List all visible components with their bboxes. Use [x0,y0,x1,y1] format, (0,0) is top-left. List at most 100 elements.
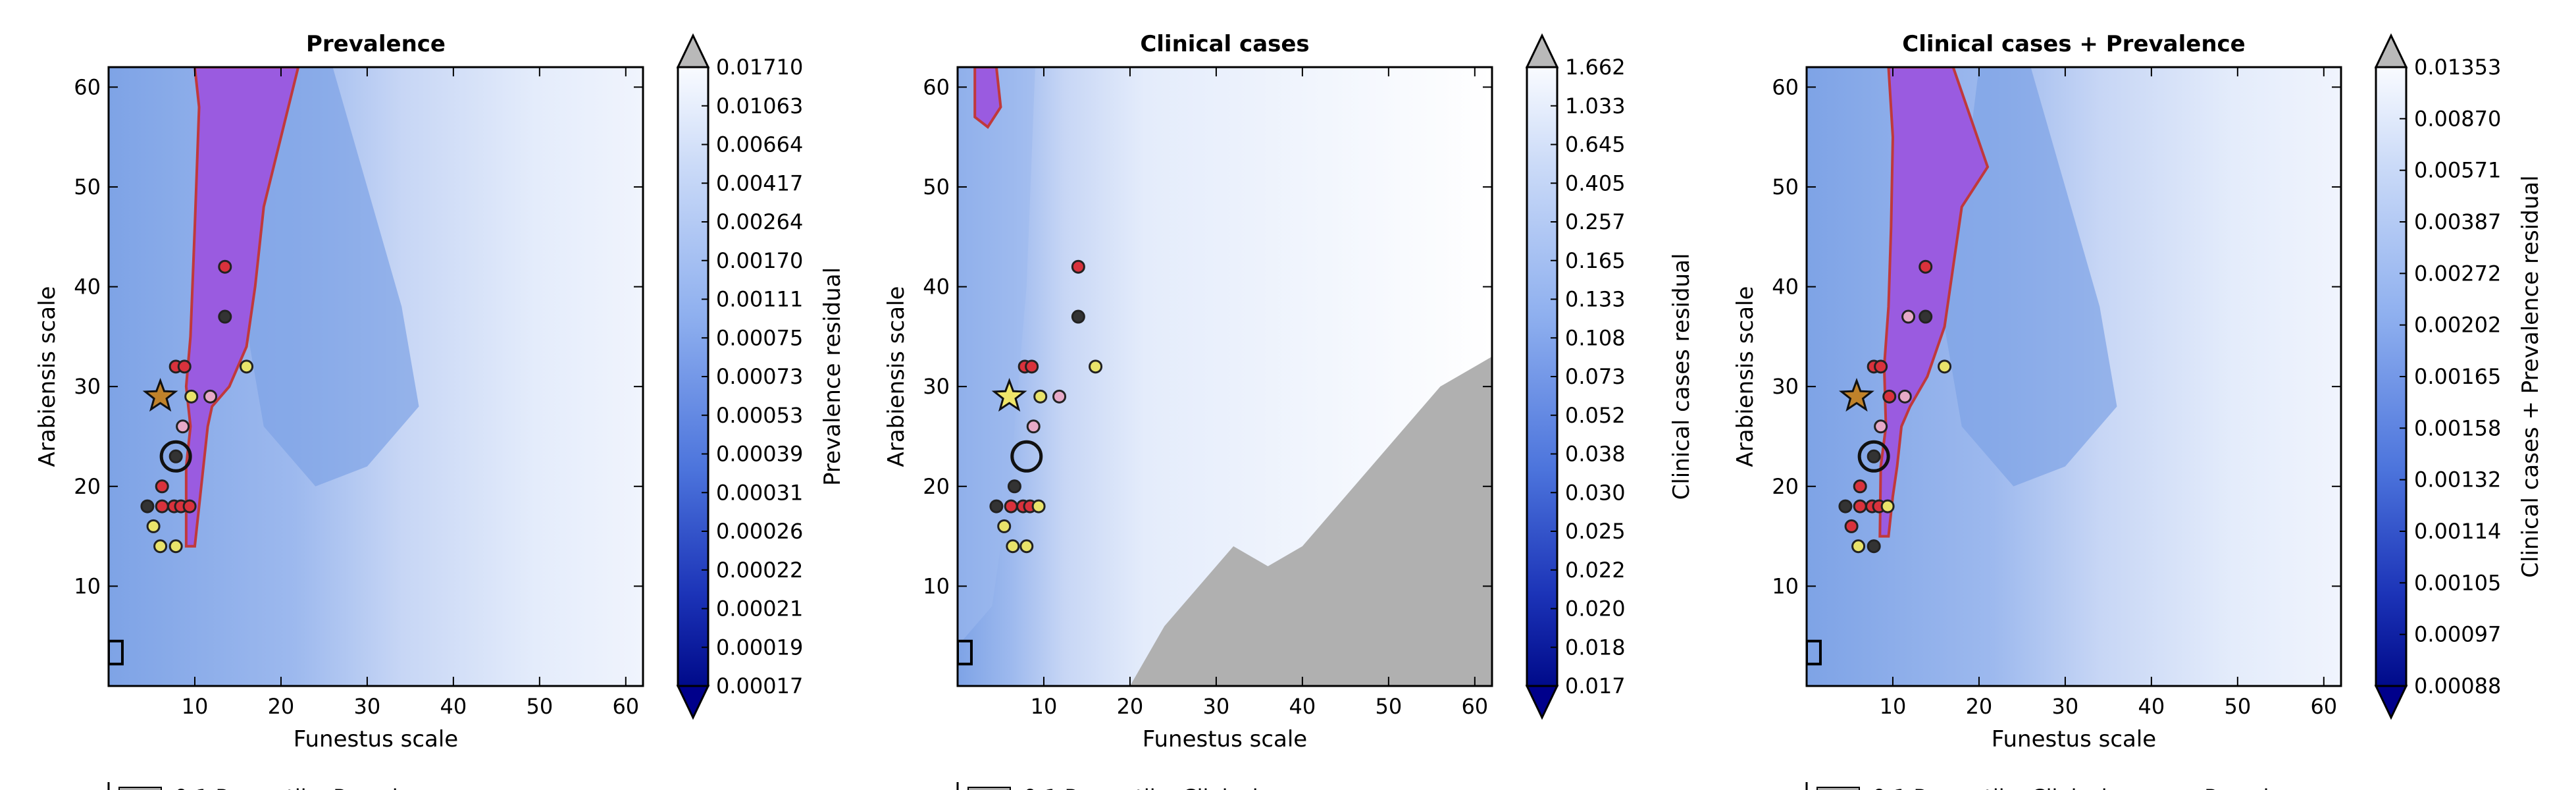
colorbar-tick-label: 0.00664 [716,132,803,157]
colorbar-tick-label: 0.01063 [716,93,803,118]
x-tick-label: 20 [1117,694,1144,719]
data-point [1033,389,1048,404]
x-tick-label: 20 [1966,694,1993,719]
colorbar-tick-label: 0.00017 [716,673,803,698]
data-point [1867,449,1881,463]
data-point [1880,499,1895,514]
colorbar-extend-min [2374,685,2408,720]
colorbar-tick-label: 0.00417 [716,171,803,196]
y-tick-label: 50 [74,174,101,199]
colorbar-tick-label: 0.00132 [2414,467,2501,492]
star-marker [142,377,178,412]
y-tick-label: 30 [1772,374,1799,399]
colorbar-tick-label: 0.00021 [716,596,803,621]
x-tick-label: 60 [1461,694,1488,719]
star-marker [991,377,1027,412]
data-point [1031,499,1046,514]
data-point [1897,389,1912,404]
legend-swatch [1816,787,1860,790]
legend: 0-1 Percentile: Clinical cases + Prevale… [1805,782,2320,790]
colorbar-tick-label: 0.257 [1565,209,1626,234]
x-tick-label: 50 [2224,694,2251,719]
data-point [177,359,192,374]
legend-label: 0-1 Percentile: Prevalence [174,785,449,790]
masked-region [1043,356,1492,686]
data-point [1853,479,1867,494]
highlight-circle [159,440,192,473]
colorbar-tick-label: 0.00075 [716,325,803,350]
colorbar: 0.01353 0.00870 0.00571 0.00387 0.00272 0.002… [2374,33,2544,720]
colorbar-tick-label: 0.00019 [716,635,803,660]
x-tick-label: 40 [1289,694,1316,719]
colorbar-label: Clinical cases residual [1668,253,1695,500]
colorbar-tick-label: 0.017 [1565,673,1626,698]
colorbar-tick-label: 0.00870 [2414,106,2501,131]
data-point [176,419,190,434]
contour-band [1944,67,2117,487]
colorbar-tick-label: 0.022 [1565,558,1626,583]
y-tick-label: 40 [74,275,101,300]
colorbar: 1.662 1.033 0.645 0.405 0.257 0.165 0.133 0.108… [1525,33,1695,720]
colorbar-tick-label: 0.025 [1565,519,1626,544]
data-point [989,499,1004,514]
colorbar-tick-label: 0.00571 [2414,158,2501,183]
y-tick-label: 20 [1772,474,1799,499]
y-tick-label: 20 [74,474,101,499]
data-point [1025,359,1039,374]
y-tick-label: 10 [1772,573,1799,598]
colorbar-extend-max [676,33,710,68]
star-marker [1838,377,1874,412]
chart-panel-3: 10 20 30 40 50 60 10 20 30 40 50 60 Clinical cases +… [1732,31,2544,790]
y-axis-label: Arabiensis scale [1732,286,1759,467]
colorbar-extend-max [1525,33,1559,68]
y-tick-label: 60 [74,74,101,99]
data-point [203,389,218,404]
colorbar-tick-label: 0.133 [1565,287,1626,312]
corner-box [958,639,973,666]
x-tick-label: 60 [2310,694,2337,719]
corner-box [1807,639,1822,666]
x-tick-label: 10 [1031,694,1058,719]
data-point [1882,389,1897,404]
colorbar-tick-label: 0.00053 [716,403,803,428]
colorbar-tick-label: 0.405 [1565,171,1626,196]
best-fit-region [184,67,300,548]
x-tick-label: 10 [1880,694,1907,719]
data-point [1874,359,1888,374]
y-axis-label: Arabiensis scale [883,286,910,467]
chart-panel-1: 10 20 30 40 50 60 10 20 30 40 50 60 Prevalence Funest… [34,31,846,790]
colorbar-tick-label: 0.645 [1565,132,1626,157]
colorbar-tick-label: 0.00026 [716,519,803,544]
colorbar-tick-label: 0.018 [1565,635,1626,660]
data-point [182,499,197,514]
highlight-circle [1010,440,1043,473]
data-point [240,359,254,374]
colorbar-tick-label: 0.00202 [2414,313,2501,338]
colorbar-tick-label: 0.038 [1565,442,1626,467]
plot-area [1807,67,2341,686]
y-tick-label: 10 [74,573,101,598]
colorbar-tick-label: 0.108 [1565,325,1626,350]
colorbar-tick-label: 0.00165 [2414,364,2501,389]
colorbar: 0.01710 0.01063 0.00664 0.00417 0.00264 0.001… [676,33,846,720]
chart-title: Clinical cases [1140,31,1309,57]
x-tick-label: 30 [2052,694,2079,719]
y-tick-label: 60 [1772,74,1799,99]
data-point [1089,359,1103,374]
colorbar-tick-label: 0.030 [1565,480,1626,505]
y-tick-label: 10 [923,573,950,598]
data-point [168,449,183,463]
colorbar-extend-max [2374,33,2408,68]
contour-band [958,67,1035,646]
data-point [1874,419,1888,434]
y-tick-label: 40 [923,275,950,300]
corner-box [109,639,124,666]
data-point [1019,539,1034,554]
data-point [1919,309,1933,324]
plot-area [109,67,643,686]
axes-frame [956,66,1493,687]
legend-swatch [118,787,162,790]
x-tick-label: 20 [268,694,295,719]
highlight-circle [1857,440,1890,473]
chart-title: Clinical cases + Prevalence [1902,31,2246,57]
